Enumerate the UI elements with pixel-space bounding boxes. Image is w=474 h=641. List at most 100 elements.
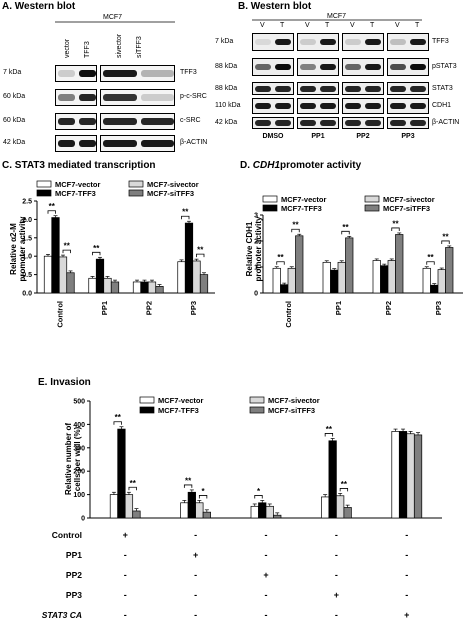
panel-e-bar <box>273 514 282 519</box>
panel-b-band <box>345 39 361 45</box>
panel-d-category-label: Control <box>284 301 293 328</box>
panel-b-band <box>275 64 291 70</box>
panel-b-band <box>365 103 381 109</box>
panel-e-significance-bracket <box>113 421 122 425</box>
panel-c-bar <box>51 217 60 294</box>
panel-a-blot-box <box>100 89 175 106</box>
panel-e-bar <box>343 507 352 519</box>
panel-b-band <box>255 103 271 109</box>
panel-b-lane-letter: T <box>415 22 420 29</box>
panel-b-blot-box <box>297 98 339 114</box>
panel-e-sign: - <box>124 550 127 560</box>
panel-b-lane-letter: V <box>305 22 310 29</box>
panel-d-significance-bracket <box>391 227 400 231</box>
panel-b-blot-box <box>252 58 294 76</box>
panel-b-blot-box <box>297 33 339 51</box>
panel-e-significance-label: ** <box>341 480 348 489</box>
panel-c-category-label: PP3 <box>189 301 198 315</box>
panel-c-y-tick-label: 1.5 <box>22 235 32 242</box>
panel-a-band <box>140 140 174 147</box>
panel-a-band <box>58 70 75 77</box>
panel-d-legend-swatch <box>364 195 380 203</box>
panel-e-bar <box>265 505 274 519</box>
panel-b-band <box>345 103 361 109</box>
panel-c-significance-bracket <box>181 215 190 220</box>
panel-e-sign: - <box>335 610 338 620</box>
panel-e-bar <box>124 494 134 519</box>
panel-a-band <box>140 94 174 101</box>
panel-e-significance-bracket <box>339 488 349 492</box>
panel-e-legend-swatch <box>139 406 155 414</box>
panel-b-band <box>255 120 271 126</box>
panel-e-bar <box>413 434 423 519</box>
panel-b-blot-box <box>387 58 429 76</box>
panel-c-legend-label: MCF7-siTFF3 <box>147 189 194 198</box>
panel-a-blot-box <box>100 113 175 130</box>
panel-b-blot-box <box>252 82 294 95</box>
panel-e-legend-swatch <box>139 396 155 404</box>
panel-e-significance-label: ** <box>326 425 333 434</box>
panel-e-condition-label: STAT3 CA <box>42 610 82 620</box>
panel-b-kda-label: 42 kDa <box>215 119 238 126</box>
panel-a-lane-label: sivector <box>116 33 123 58</box>
panel-c-y-tick-label: 0.5 <box>22 272 32 279</box>
panel-c-legend-swatch <box>128 180 144 188</box>
panel-e-sign: + <box>123 530 128 540</box>
panel-b-protein-label: CDH1 <box>432 102 452 109</box>
panel-d-significance-bracket <box>426 261 435 265</box>
panel-d-legend-label: MCF7-sivector <box>383 195 435 204</box>
panel-b-band <box>320 120 336 126</box>
panel-d-bar <box>422 267 431 294</box>
panel-a-blot-box <box>55 65 97 82</box>
panel-d-significance-label: ** <box>277 253 284 262</box>
panel-b-band <box>345 64 361 70</box>
panel-e-sign: - <box>265 550 268 560</box>
panel-e-sign: - <box>405 590 408 600</box>
panel-c-significance-label: ** <box>64 242 71 251</box>
panel-e-bar <box>250 505 259 519</box>
panel-b-band <box>345 120 361 126</box>
panel-b-protein-label: TFF3 <box>432 38 449 45</box>
panel-b-band <box>255 39 271 45</box>
panel-b-band <box>255 64 271 70</box>
panel-d-bar <box>395 234 404 294</box>
panel-b-blot-box <box>297 82 339 95</box>
panel-a-blot-box <box>100 65 175 82</box>
panel-e-sign: - <box>194 590 197 600</box>
panel-b-group-label: PP3 <box>401 133 415 140</box>
panel-d-significance-label: ** <box>427 253 434 262</box>
panel-b-kda-label: 88 kDa <box>215 63 238 70</box>
panel-b-blot-box <box>387 98 429 114</box>
panel-e-bar <box>202 511 211 519</box>
panel-e-legend-label: MCF7-vector <box>158 396 204 405</box>
panel-b-lane-letter: T <box>280 22 285 29</box>
panel-e-sign: - <box>124 610 127 620</box>
panel-b-band <box>300 64 316 70</box>
panel-b-protein-label: STAT3 <box>432 84 453 92</box>
panel-d-significance-label: ** <box>392 219 399 228</box>
panel-d-legend-label: MCF7-TFF3 <box>281 204 322 213</box>
panel-b-protein-label: pSTAT3 <box>432 63 457 70</box>
panel-b-band <box>345 85 361 92</box>
panel-e-condition-label: PP3 <box>66 590 82 600</box>
panel-b-lane-letter: V <box>395 22 400 29</box>
panel-b-lane-letter: T <box>325 22 330 29</box>
panel-b-band <box>410 85 426 92</box>
panel-e-legend-swatch <box>249 406 265 414</box>
panel-c-bar <box>132 281 142 294</box>
panel-b-blot-box <box>297 58 339 76</box>
panel-e-bar <box>321 496 330 519</box>
panel-c-significance-label: ** <box>49 202 56 211</box>
panel-c-bar <box>95 258 105 294</box>
panel-d-bar <box>272 267 281 294</box>
panel-d-legend-swatch <box>262 204 278 212</box>
panel-e-condition-label: PP1 <box>66 550 82 560</box>
panel-b-cellline-bar <box>252 19 422 21</box>
panel-e-significance-label: * <box>202 487 206 496</box>
panel-c-y-tick-label: 1.0 <box>22 254 32 261</box>
panel-a-band <box>58 118 75 125</box>
panel-b-blot-box <box>342 33 384 51</box>
panel-d-title-suffix: promoter activity <box>280 160 362 171</box>
panel-b-band <box>320 85 336 92</box>
